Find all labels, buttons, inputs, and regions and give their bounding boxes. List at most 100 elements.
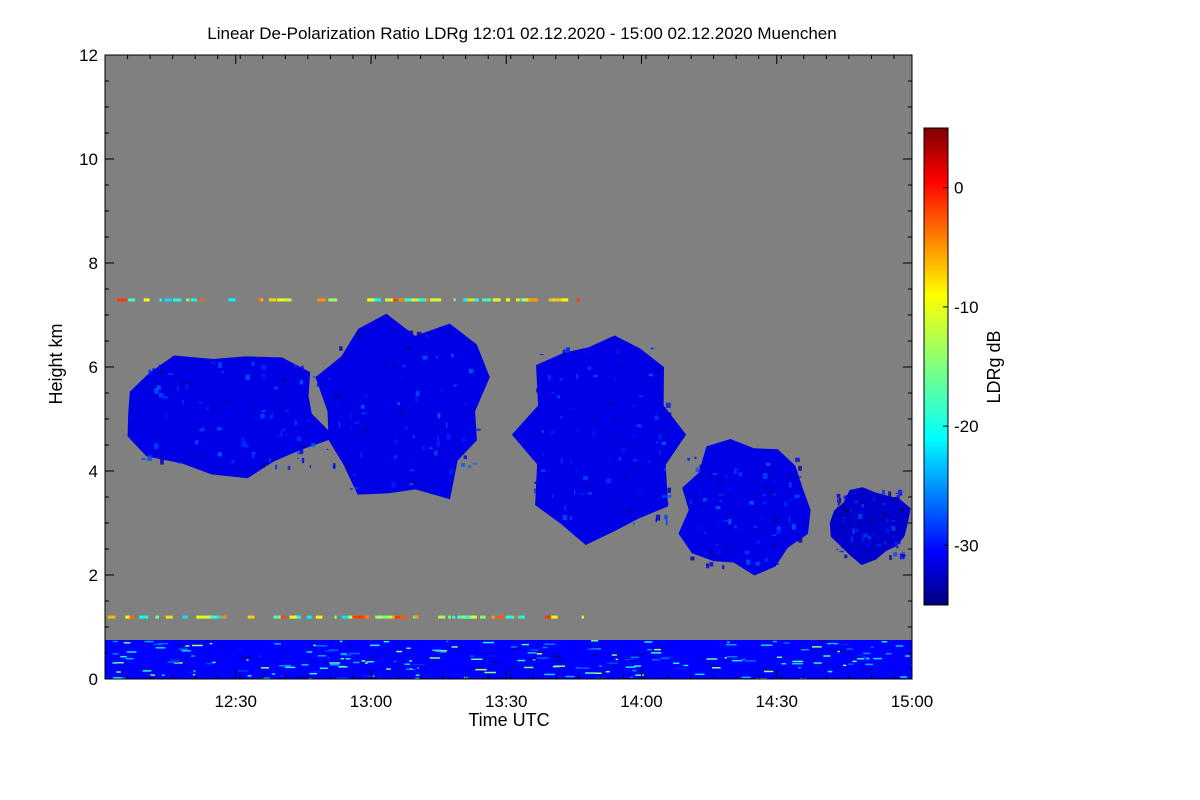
cloud-texture xyxy=(296,436,302,442)
bl-speckle xyxy=(565,675,575,678)
cloud-texture xyxy=(311,443,316,448)
cloud-texture xyxy=(620,491,625,494)
cloud-texture xyxy=(618,364,623,367)
cloud-texture xyxy=(697,474,699,477)
cloud-4 xyxy=(678,439,811,576)
cloud-texture xyxy=(380,446,382,453)
cloud-texture xyxy=(634,472,637,475)
noise-speck xyxy=(480,615,486,619)
bl-speckle xyxy=(718,653,722,656)
bl-speckle xyxy=(830,643,834,646)
noise-speck xyxy=(491,615,495,619)
cloud-texture xyxy=(334,401,339,404)
cloud-texture xyxy=(296,451,300,455)
cloud-texture xyxy=(689,500,693,505)
cloud-texture xyxy=(252,421,255,424)
cloud-texture xyxy=(843,534,845,539)
bl-speckle xyxy=(765,651,774,653)
noise-speck xyxy=(438,615,446,619)
noise-speck xyxy=(435,298,442,302)
cloud-texture xyxy=(755,561,760,566)
cloud-texture xyxy=(446,422,448,428)
cloud-texture xyxy=(881,499,884,506)
cloud-texture xyxy=(885,534,887,539)
cloud-texture xyxy=(306,420,311,422)
cloud-texture xyxy=(842,525,846,530)
cloud-texture xyxy=(616,349,620,354)
bl-speckle xyxy=(120,655,127,658)
cloud-texture xyxy=(690,556,695,561)
cloud-texture xyxy=(560,415,563,419)
bl-speckle xyxy=(328,649,339,651)
noise-speck xyxy=(334,615,337,619)
cloud-texture xyxy=(273,362,277,365)
noise-speck xyxy=(551,615,558,619)
bl-speckle xyxy=(116,671,121,673)
cloud-texture xyxy=(734,524,737,529)
bl-speckle xyxy=(365,662,368,664)
bl-speckle xyxy=(222,668,225,670)
bl-speckle xyxy=(635,674,644,676)
noise-speck xyxy=(560,298,569,302)
colorbar: 0 -10 -20 -30 LDRg dB xyxy=(923,127,1004,606)
bl-speckle xyxy=(865,663,873,666)
colorbar-tick-label: -30 xyxy=(954,536,979,555)
cloud-texture xyxy=(704,470,709,473)
cloud-texture xyxy=(385,477,388,479)
cloud-texture xyxy=(240,444,243,447)
cloud-texture xyxy=(388,426,392,432)
bl-speckle xyxy=(605,670,610,673)
colorbar-gradient xyxy=(923,127,949,606)
cloud-texture xyxy=(174,374,179,377)
cloud-texture xyxy=(762,472,768,479)
noise-speck xyxy=(545,615,551,619)
cloud-texture xyxy=(886,496,889,503)
cloud-texture xyxy=(699,476,701,478)
cloud-texture xyxy=(461,462,466,467)
cloud-texture xyxy=(410,480,416,485)
cloud-texture xyxy=(361,465,367,469)
cloud-texture xyxy=(559,378,563,381)
cloud-texture xyxy=(783,501,788,507)
bl-speckle xyxy=(406,647,411,649)
cloud-texture xyxy=(412,435,415,439)
noise-speck xyxy=(228,298,236,302)
bl-speckle xyxy=(792,662,803,665)
cloud-texture xyxy=(717,552,721,555)
cloud-texture xyxy=(396,411,399,413)
boundary-layer-fill xyxy=(105,640,912,679)
cloud-texture xyxy=(533,488,536,494)
cloud-texture xyxy=(587,366,592,370)
cloud-texture xyxy=(249,405,252,407)
cloud-texture xyxy=(774,479,776,481)
cloud-texture xyxy=(273,386,279,390)
cloud-texture xyxy=(158,393,164,398)
cloud-texture xyxy=(165,394,168,396)
noise-speck xyxy=(203,615,213,619)
cloud-texture xyxy=(210,404,213,410)
bl-speckle xyxy=(536,653,543,655)
noise-speck xyxy=(394,615,400,619)
cloud-texture xyxy=(357,335,361,342)
cloud-texture xyxy=(178,462,180,464)
cloud-texture xyxy=(301,365,304,370)
noise-speck xyxy=(467,298,474,302)
cloud-texture xyxy=(299,448,304,455)
bl-speckle xyxy=(675,667,687,670)
bl-speckle xyxy=(625,666,636,668)
bl-speckle xyxy=(823,655,831,657)
bl-speckle xyxy=(173,662,183,664)
cloud-texture xyxy=(703,531,707,534)
bl-speckle xyxy=(411,667,418,669)
cloud-texture xyxy=(275,464,278,470)
cloud-texture xyxy=(164,413,169,420)
bl-speckle xyxy=(404,663,411,665)
cloud-texture xyxy=(664,468,667,471)
cloud-texture xyxy=(261,410,266,412)
cloud-texture xyxy=(269,457,271,463)
cloud-texture xyxy=(718,494,724,496)
bl-speckle xyxy=(615,658,618,661)
bl-speckle xyxy=(336,677,348,679)
cloud-texture xyxy=(353,473,356,477)
bl-speckle xyxy=(625,658,635,661)
